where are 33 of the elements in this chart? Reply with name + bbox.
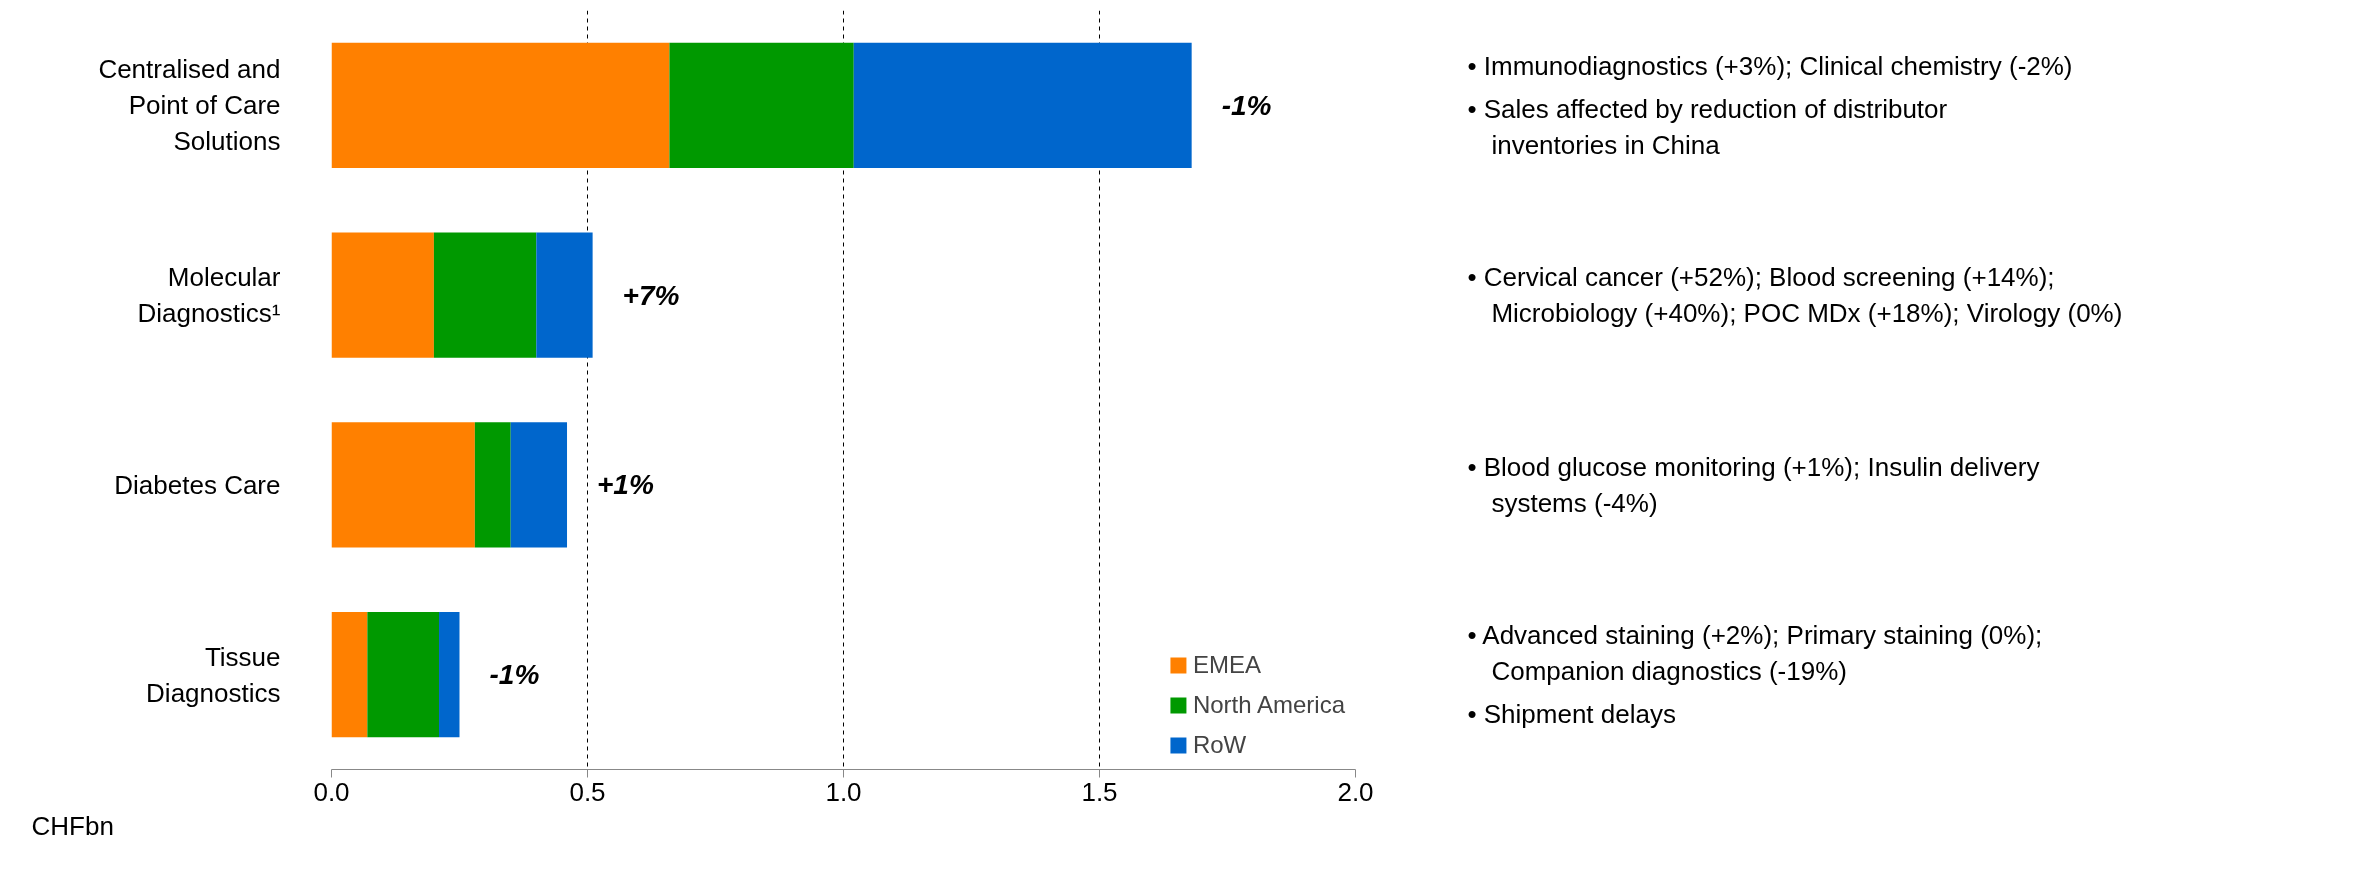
bar [331,422,475,548]
y-tick-label: Molecular Diagnostics¹ [137,262,281,329]
y-tick-label: Diabetes Care [114,469,281,500]
bar [439,612,460,738]
bar [331,42,670,168]
bar [331,232,434,358]
annotation: +7% [622,279,680,311]
x-tick-label: 0.5 [569,776,606,807]
bar [474,422,511,548]
text: • Blood glucose monitoring (+1%); Insulin delivery systems (-4%) [1467,451,2040,518]
bar [510,422,568,548]
bar [669,42,854,168]
bar [367,612,440,738]
bar [536,232,593,358]
x-tick-label: 1.0 [825,776,862,807]
y-tick-label: Tissue Diagnostics [146,641,281,708]
x-tick-label: 1.5 [1081,776,1118,807]
text: • Advanced staining (+2%); Primary staining (0%); Companion diagnostics (-19%) • Shipment delays [1467,619,2043,730]
text: • Immunodiagnostics (+3%); Clinical chemistry (-2%) • Sales affected by reduction of distributor inventories in China [1467,50,2073,161]
bar [853,42,1192,168]
bar [331,612,368,738]
text: • Cervical cancer (+52%); Blood screening (+14%); Microbiology (+40%); POC MDx (+18%); Virology (0%) [1467,262,2123,329]
x-axis-title: CHFbn [31,810,114,841]
legend-label: EMEA [1192,651,1261,679]
x-tick-label: 2.0 [1337,776,1374,807]
bar [433,232,537,358]
annotation: -1% [1221,89,1272,121]
legend-label: North America [1192,691,1345,719]
annotation: -1% [489,659,540,691]
legend-label: RoW [1192,731,1247,759]
x-tick-label: 0.0 [313,776,350,807]
annotation: +1% [597,469,654,501]
y-tick-label: Centralised and Point of Care Solutions [98,54,281,157]
